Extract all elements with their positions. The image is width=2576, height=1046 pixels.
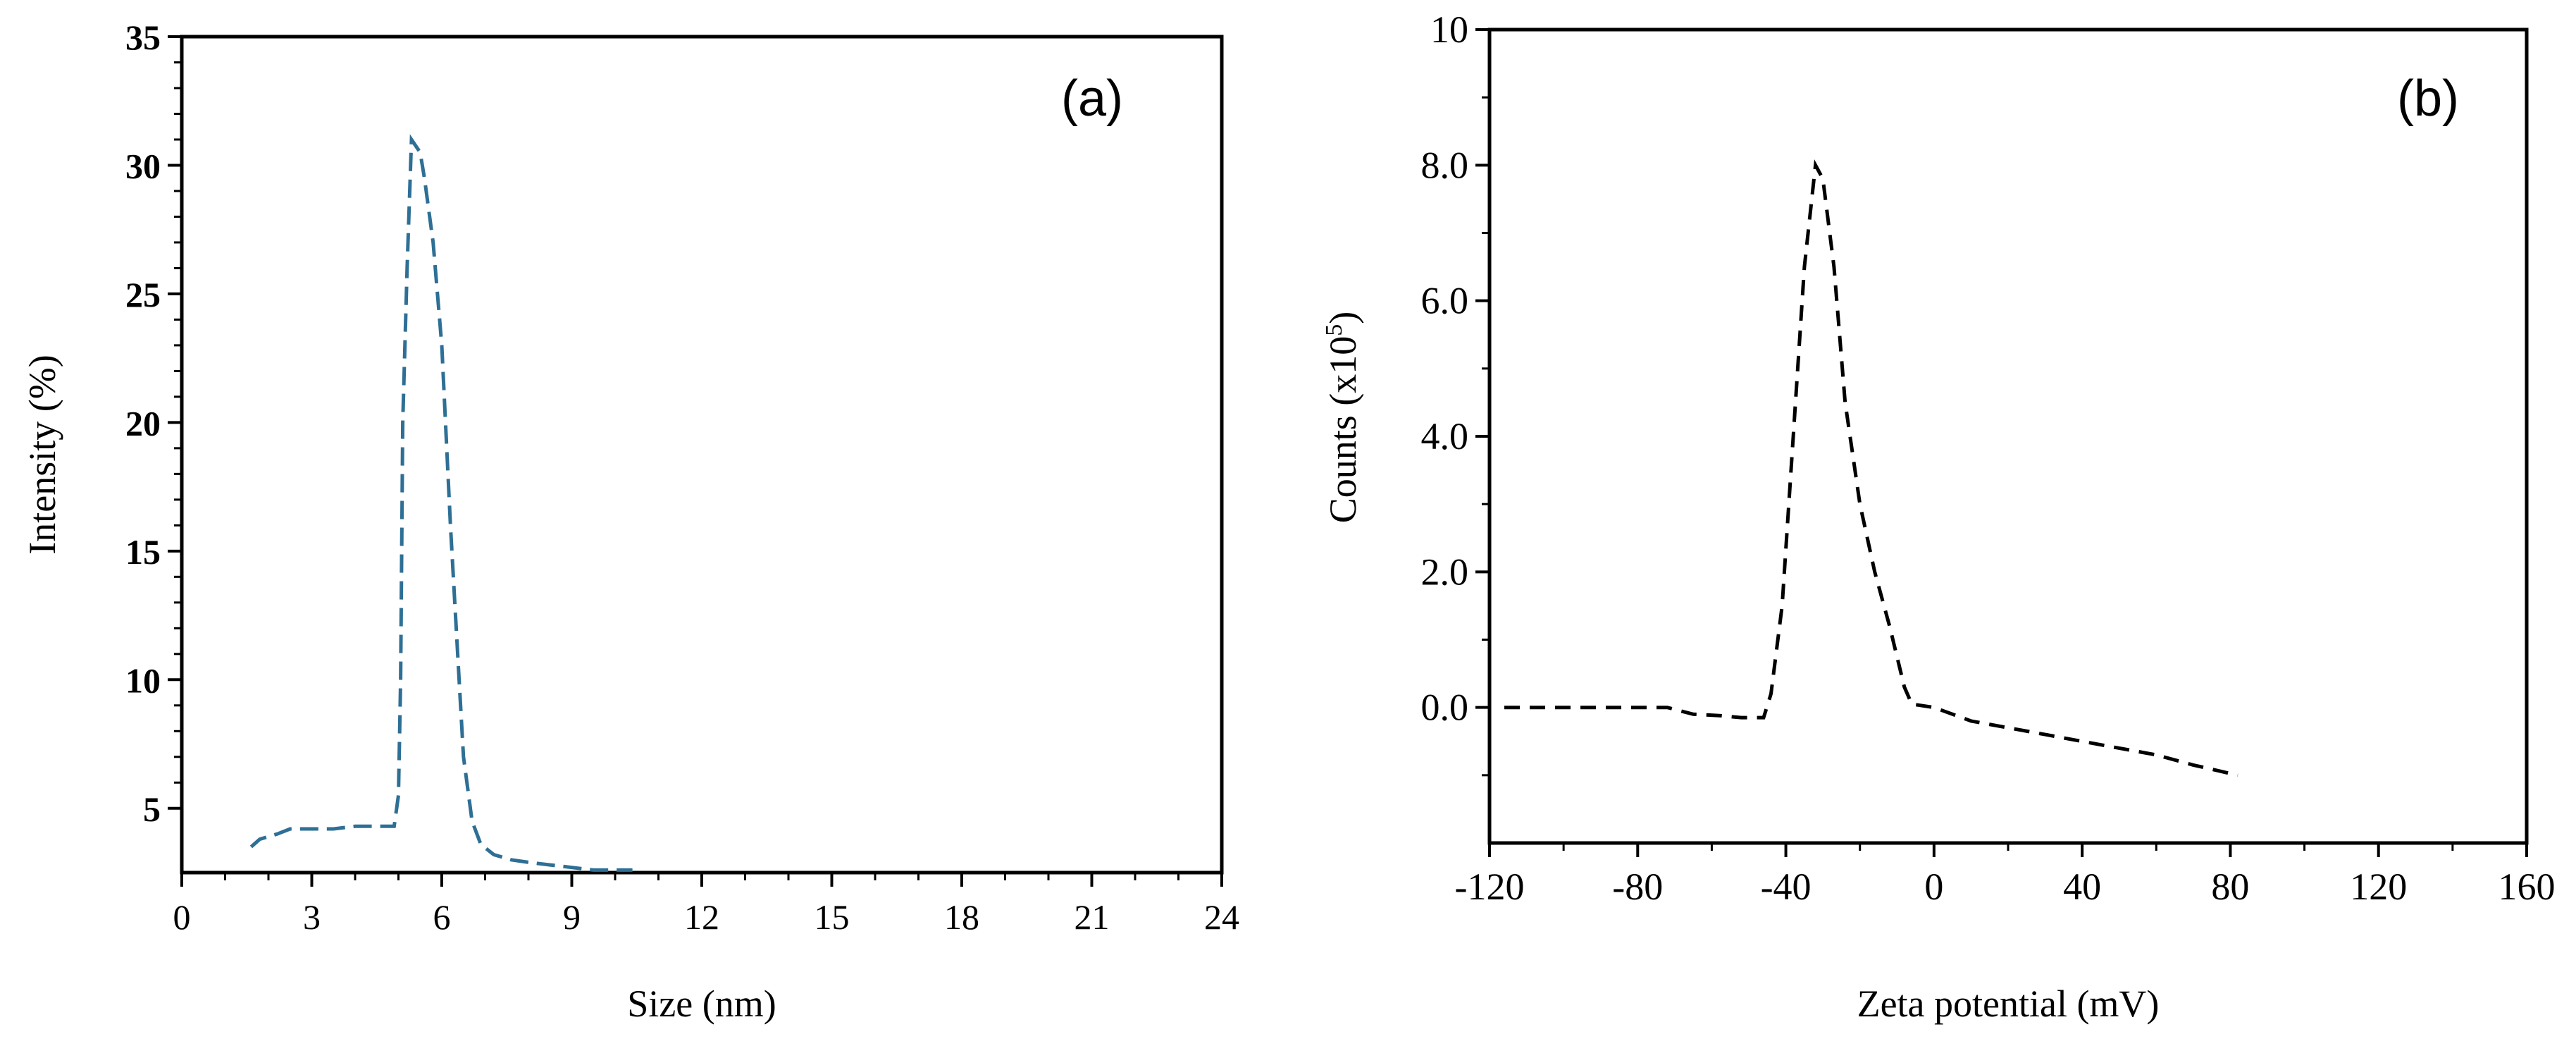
chart-b-y-tick-label: 0.0 — [1421, 687, 1469, 729]
chart-b-y-axis-title-main: Counts (x10 — [1322, 336, 1364, 524]
chart-a-x-tick-labels: 0 3 6 9 12 15 18 21 24 — [173, 897, 1240, 937]
chart-a-y-tick-label: 5 — [143, 789, 161, 829]
chart-b-x-tick-label: 0 — [1924, 866, 1943, 908]
chart-a-y-tick-label: 25 — [125, 275, 161, 314]
chart-a-y-tick-label: 30 — [125, 146, 161, 185]
chart-b-y-axis-title-sup: 5 — [1321, 324, 1347, 336]
chart-a-y-tick-label: 35 — [125, 18, 161, 57]
chart-b-x-tick-label: -80 — [1612, 866, 1663, 908]
chart-a-plot-frame — [180, 35, 1224, 875]
chart-a-y-tick-label: 10 — [125, 660, 161, 700]
chart-a-x-axis-title: Size (nm) — [627, 983, 776, 1025]
chart-b-panel-label: (b) — [2397, 70, 2459, 127]
chart-b-y-tick-label: 10 — [1430, 8, 1468, 51]
chart-b-plot-frame — [1487, 27, 2529, 845]
chart-a-x-tick-label: 15 — [815, 897, 850, 937]
chart-b-x-tick-label: 80 — [2211, 866, 2249, 908]
chart-a-x-tick-label: 6 — [433, 897, 451, 937]
chart-b-x-tick-label: -40 — [1761, 866, 1812, 908]
chart-b-series-line — [1504, 159, 2238, 777]
chart-a-x-tick-label: 9 — [563, 897, 581, 937]
chart-a-x-tick-label: 3 — [303, 897, 321, 937]
chart-b-ticks — [1475, 28, 2528, 857]
chart-a-x-tick-label: 0 — [173, 897, 191, 937]
chart-b-x-tick-label: 160 — [2498, 866, 2556, 908]
chart-b-y-tick-label: 4.0 — [1421, 415, 1469, 457]
chart-b-y-tick-label: 8.0 — [1421, 144, 1469, 186]
chart-b-y-axis-title: Counts (x105) — [1321, 312, 1364, 524]
chart-a-series-line — [249, 134, 633, 872]
chart-b-x-tick-labels: -120 -80 -40 0 40 80 120 160 — [1455, 866, 2556, 908]
chart-b-y-tick-labels: 0.0 2.0 4.0 6.0 8.0 10 — [1421, 8, 1469, 729]
chart-a-y-tick-labels: 5 10 15 20 25 30 35 — [125, 18, 161, 829]
chart-a-x-tick-label: 21 — [1075, 897, 1110, 937]
chart-b-x-tick-label: 120 — [2350, 866, 2407, 908]
chart-b-x-tick-label: 40 — [2063, 866, 2101, 908]
chart-b-y-axis-title-end: ) — [1322, 312, 1364, 324]
chart-b-x-axis-title: Zeta potential (mV) — [1857, 983, 2160, 1025]
chart-a-x-tick-label: 24 — [1204, 897, 1239, 937]
chart-a-y-axis-title: Intensity (%) — [21, 355, 63, 554]
chart-a-ticks — [168, 35, 1223, 887]
chart-a-x-tick-label: 12 — [684, 897, 719, 937]
chart-a-x-tick-label: 18 — [944, 897, 979, 937]
chart-b-y-tick-label: 6.0 — [1421, 280, 1469, 322]
chart-a-y-tick-label: 20 — [125, 403, 161, 443]
chart-a-panel-label: (a) — [1061, 70, 1123, 127]
chart-a-panel: 0 3 6 9 12 15 18 21 24 5 10 15 20 25 30 35 (a) Size (n… — [21, 18, 1239, 1025]
chart-b-y-tick-label: 2.0 — [1421, 550, 1469, 593]
chart-b-x-tick-label: -120 — [1455, 866, 1525, 908]
chart-a-y-tick-label: 15 — [125, 532, 161, 572]
chart-b-panel: -120 -80 -40 0 40 80 120 160 0.02.04.06.08.010 … — [1321, 8, 2556, 1025]
